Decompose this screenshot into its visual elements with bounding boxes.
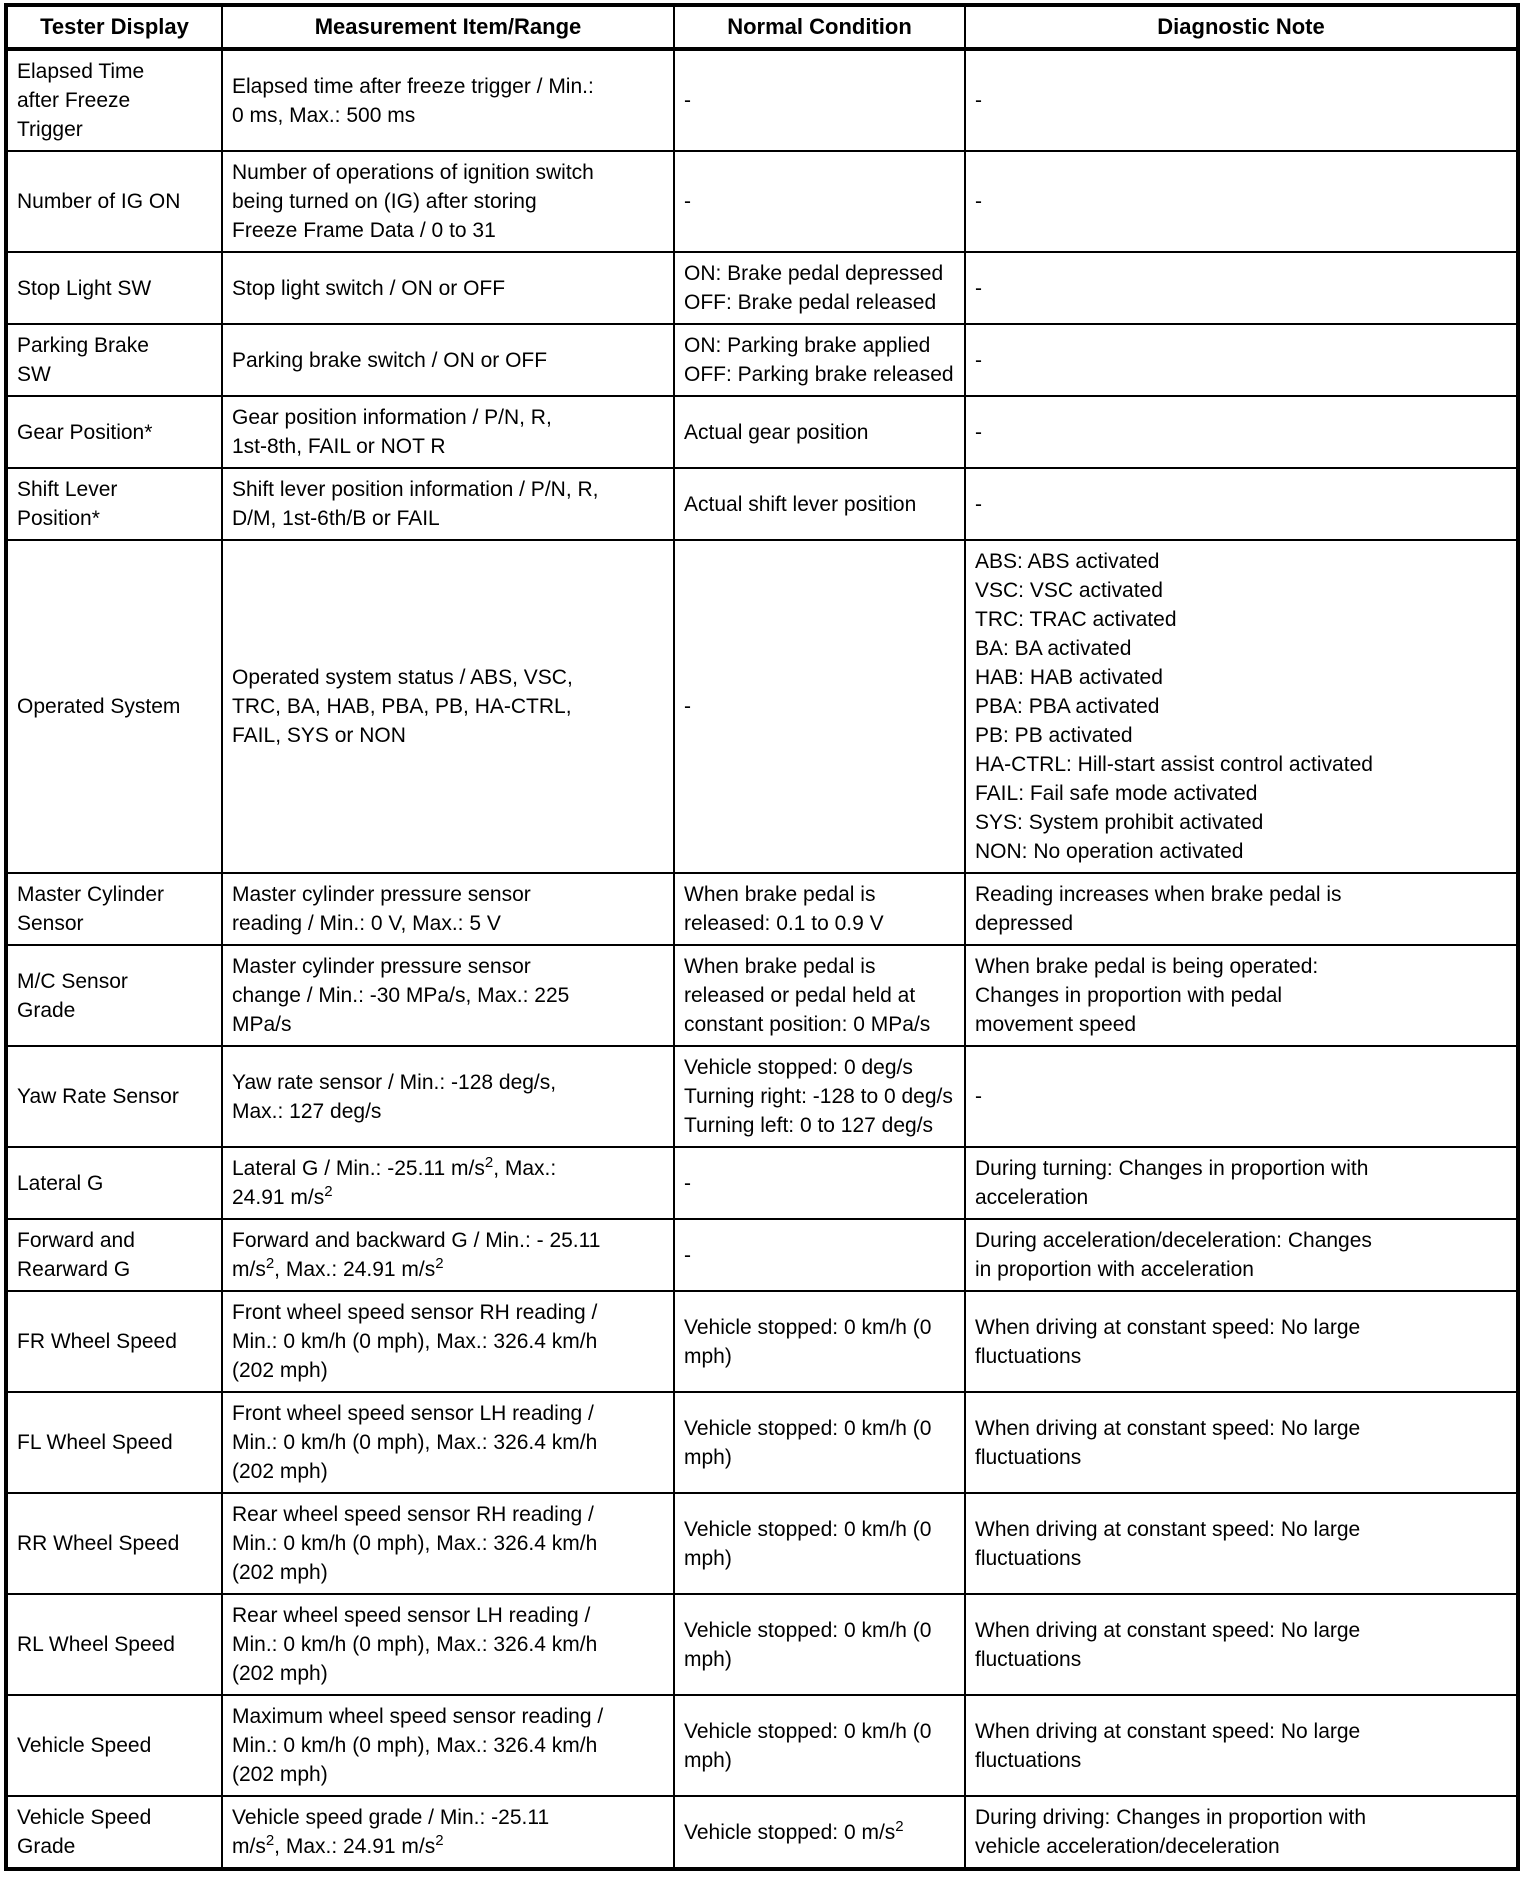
cell-measurement-item-range: Operated system status / ABS, VSC, TRC, … (221, 539, 675, 874)
cell-measurement-item-range: Maximum wheel speed sensor reading / Min… (221, 1694, 675, 1797)
cell-normal-condition: - (673, 150, 966, 253)
cell-normal-condition: Vehicle stopped: 0 km/h (0 mph) (673, 1290, 966, 1393)
table-row: Yaw Rate Sensor Yaw rate sensor / Min.: -… (5, 1045, 1519, 1148)
table-row: Shift Lever Position* Shift lever positio… (5, 467, 1519, 541)
table-row: RR Wheel Speed Rear wheel speed sensor RH… (5, 1492, 1519, 1595)
cell-diagnostic-note: Reading increases when brake pedal is de… (964, 872, 1519, 946)
table-row: Vehicle Speed Grade Vehicle speed grade /… (5, 1795, 1519, 1870)
cell-diagnostic-note: When driving at constant speed: No large… (964, 1290, 1519, 1393)
cell-normal-condition: - (673, 48, 966, 152)
cell-tester-display: Stop Light SW (5, 251, 223, 325)
table-row: Stop Light SW Stop light switch / ON or O… (5, 251, 1519, 325)
cell-normal-condition: Vehicle stopped: 0 km/h (0 mph) (673, 1391, 966, 1494)
cell-measurement-item-range: Gear position information / P/N, R, 1st-… (221, 395, 675, 469)
table-body: Elapsed Time after Freeze Trigger Elapsed… (5, 48, 1519, 1870)
table-row: Forward and Rearward G Forward and backwa… (5, 1218, 1519, 1292)
cell-tester-display: Yaw Rate Sensor (5, 1045, 223, 1148)
cell-diagnostic-note: - (964, 395, 1519, 469)
cell-normal-condition: Vehicle stopped: 0 deg/s Turning right: … (673, 1045, 966, 1148)
header-measurement-item-range: Measurement Item/Range (221, 4, 675, 51)
cell-measurement-item-range: Master cylinder pressure sensor reading … (221, 872, 675, 946)
cell-normal-condition: - (673, 539, 966, 874)
cell-normal-condition: ON: Parking brake applied OFF: Parking b… (673, 323, 966, 397)
cell-normal-condition: Vehicle stopped: 0 m/s2 (673, 1795, 966, 1870)
table-row: FL Wheel Speed Front wheel speed sensor L… (5, 1391, 1519, 1494)
cell-diagnostic-note: ABS: ABS activated VSC: VSC activated TR… (964, 539, 1519, 874)
cell-diagnostic-note: - (964, 251, 1519, 325)
cell-diagnostic-note: - (964, 150, 1519, 253)
cell-diagnostic-note: When driving at constant speed: No large… (964, 1391, 1519, 1494)
cell-normal-condition: ON: Brake pedal depressed OFF: Brake ped… (673, 251, 966, 325)
cell-tester-display: RR Wheel Speed (5, 1492, 223, 1595)
cell-tester-display: Forward and Rearward G (5, 1218, 223, 1292)
cell-tester-display: RL Wheel Speed (5, 1593, 223, 1696)
cell-measurement-item-range: Front wheel speed sensor LH reading / Mi… (221, 1391, 675, 1494)
table-row: RL Wheel Speed Rear wheel speed sensor LH… (5, 1593, 1519, 1696)
cell-diagnostic-note: - (964, 48, 1519, 152)
cell-diagnostic-note: During turning: Changes in proportion wi… (964, 1146, 1519, 1220)
table-row: Master Cylinder Sensor Master cylinder pr… (5, 872, 1519, 946)
cell-tester-display: Lateral G (5, 1146, 223, 1220)
freeze-frame-data-table: Tester Display Measurement Item/Range No… (4, 3, 1520, 1871)
cell-diagnostic-note: When driving at constant speed: No large… (964, 1694, 1519, 1797)
table-row: Lateral G Lateral G / Min.: -25.11 m/s2, … (5, 1146, 1519, 1220)
cell-tester-display: Operated System (5, 539, 223, 874)
header-tester-display: Tester Display (5, 4, 223, 51)
cell-normal-condition: Vehicle stopped: 0 km/h (0 mph) (673, 1492, 966, 1595)
header-row: Tester Display Measurement Item/Range No… (5, 4, 1519, 51)
table-row: M/C Sensor Grade Master cylinder pressure… (5, 944, 1519, 1047)
cell-measurement-item-range: Rear wheel speed sensor LH reading / Min… (221, 1593, 675, 1696)
cell-tester-display: Vehicle Speed (5, 1694, 223, 1797)
cell-diagnostic-note: During driving: Changes in proportion wi… (964, 1795, 1519, 1870)
table-row: Vehicle Speed Maximum wheel speed sensor … (5, 1694, 1519, 1797)
table-row: Number of IG ON Number of operations of i… (5, 150, 1519, 253)
cell-tester-display: Shift Lever Position* (5, 467, 223, 541)
cell-diagnostic-note: During acceleration/deceleration: Change… (964, 1218, 1519, 1292)
cell-measurement-item-range: Front wheel speed sensor RH reading / Mi… (221, 1290, 675, 1393)
cell-measurement-item-range: Rear wheel speed sensor RH reading / Min… (221, 1492, 675, 1595)
header-normal-condition: Normal Condition (673, 4, 966, 51)
table-row: Gear Position* Gear position information … (5, 395, 1519, 469)
cell-diagnostic-note: When driving at constant speed: No large… (964, 1593, 1519, 1696)
header-diagnostic-note: Diagnostic Note (964, 4, 1519, 51)
cell-measurement-item-range: Vehicle speed grade / Min.: -25.11 m/s2,… (221, 1795, 675, 1870)
table-row: Operated System Operated system status / … (5, 539, 1519, 874)
cell-measurement-item-range: Forward and backward G / Min.: - 25.11 m… (221, 1218, 675, 1292)
cell-measurement-item-range: Master cylinder pressure sensor change /… (221, 944, 675, 1047)
cell-normal-condition: - (673, 1218, 966, 1292)
table-row: FR Wheel Speed Front wheel speed sensor R… (5, 1290, 1519, 1393)
cell-tester-display: Number of IG ON (5, 150, 223, 253)
cell-normal-condition: - (673, 1146, 966, 1220)
cell-tester-display: Master Cylinder Sensor (5, 872, 223, 946)
cell-measurement-item-range: Parking brake switch / ON or OFF (221, 323, 675, 397)
cell-tester-display: FR Wheel Speed (5, 1290, 223, 1393)
cell-normal-condition: Vehicle stopped: 0 km/h (0 mph) (673, 1593, 966, 1696)
cell-tester-display: Elapsed Time after Freeze Trigger (5, 48, 223, 152)
cell-measurement-item-range: Shift lever position information / P/N, … (221, 467, 675, 541)
cell-measurement-item-range: Elapsed time after freeze trigger / Min.… (221, 48, 675, 152)
cell-normal-condition: Actual gear position (673, 395, 966, 469)
cell-tester-display: M/C Sensor Grade (5, 944, 223, 1047)
cell-diagnostic-note: When brake pedal is being operated: Chan… (964, 944, 1519, 1047)
table-row: Elapsed Time after Freeze Trigger Elapsed… (5, 48, 1519, 152)
cell-diagnostic-note: - (964, 467, 1519, 541)
cell-tester-display: Gear Position* (5, 395, 223, 469)
cell-diagnostic-note: - (964, 323, 1519, 397)
cell-diagnostic-note: - (964, 1045, 1519, 1148)
table-row: Parking Brake SW Parking brake switch / O… (5, 323, 1519, 397)
cell-measurement-item-range: Yaw rate sensor / Min.: -128 deg/s, Max.… (221, 1045, 675, 1148)
cell-measurement-item-range: Stop light switch / ON or OFF (221, 251, 675, 325)
cell-measurement-item-range: Lateral G / Min.: -25.11 m/s2, Max.: 24.… (221, 1146, 675, 1220)
cell-tester-display: FL Wheel Speed (5, 1391, 223, 1494)
cell-normal-condition: Actual shift lever position (673, 467, 966, 541)
cell-normal-condition: When brake pedal is released or pedal he… (673, 944, 966, 1047)
cell-tester-display: Parking Brake SW (5, 323, 223, 397)
cell-normal-condition: When brake pedal is released: 0.1 to 0.9… (673, 872, 966, 946)
cell-normal-condition: Vehicle stopped: 0 km/h (0 mph) (673, 1694, 966, 1797)
cell-tester-display: Vehicle Speed Grade (5, 1795, 223, 1870)
cell-diagnostic-note: When driving at constant speed: No large… (964, 1492, 1519, 1595)
cell-measurement-item-range: Number of operations of ignition switch … (221, 150, 675, 253)
